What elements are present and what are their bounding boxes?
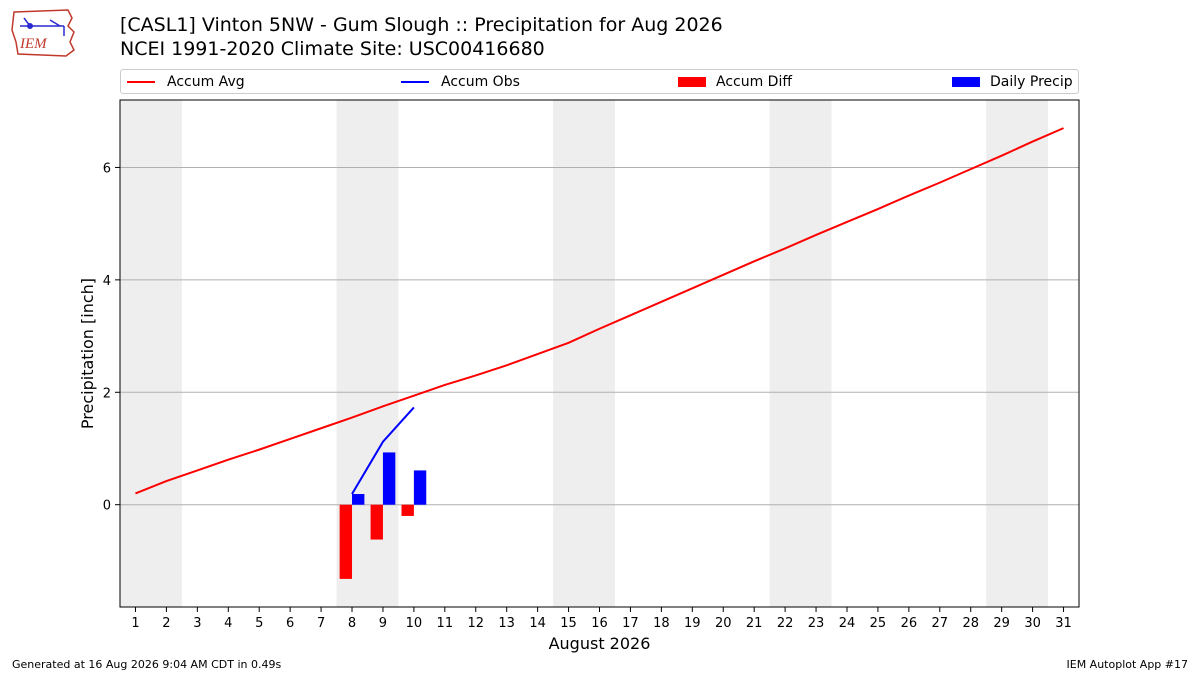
- x-tick-label-8: 8: [348, 616, 356, 631]
- x-tick-label-28: 28: [962, 616, 979, 631]
- x-tick-label-6: 6: [286, 616, 294, 631]
- legend-item-accum-diff: Accum Diff: [678, 73, 792, 91]
- x-tick-label-20: 20: [715, 616, 732, 631]
- accum-avg-line: [135, 127, 1064, 495]
- x-tick-label-9: 9: [379, 616, 387, 631]
- x-tick-label-7: 7: [317, 616, 325, 631]
- x-tick-label-2: 2: [162, 616, 170, 631]
- x-axis-label: August 2026: [549, 634, 651, 653]
- x-tick-label-4: 4: [224, 616, 232, 631]
- x-tick-label-11: 11: [437, 616, 454, 631]
- x-tick-label-5: 5: [255, 616, 263, 631]
- x-tick-label-10: 10: [406, 616, 423, 631]
- weekend-shade-0: [120, 100, 182, 607]
- logo-text: IEM: [19, 36, 48, 52]
- accum-obs-line: [351, 406, 415, 495]
- legend-label-accum-diff: Accum Diff: [716, 74, 793, 90]
- x-tick-label-15: 15: [560, 616, 577, 631]
- x-tick-label-25: 25: [870, 616, 887, 631]
- accum-diff-bar-9: [370, 504, 383, 540]
- legend-swatch-accum-avg: [127, 81, 155, 83]
- legend-label-accum-avg: Accum Avg: [167, 74, 245, 90]
- y-tick-label-6: 6: [103, 161, 111, 176]
- x-tick-label-13: 13: [498, 616, 515, 631]
- weekend-shade-3: [769, 100, 832, 607]
- chart-title-line1: [CASL1] Vinton 5NW - Gum Slough :: Preci…: [120, 14, 723, 36]
- footer-generated: Generated at 16 Aug 2026 9:04 AM CDT in …: [12, 658, 282, 671]
- x-tick-label-22: 22: [777, 616, 794, 631]
- x-tick-label-17: 17: [622, 616, 639, 631]
- footer-app: IEM Autoplot App #17: [1066, 658, 1189, 671]
- x-tick-label-19: 19: [684, 616, 701, 631]
- x-tick-label-24: 24: [839, 616, 856, 631]
- x-tick-label-30: 30: [1024, 616, 1041, 631]
- x-tick-label-23: 23: [808, 616, 825, 631]
- y-axis-label: Precipitation [inch]: [78, 278, 97, 429]
- legend-item-daily-precip: Daily Precip: [952, 73, 1073, 91]
- y-tick-label-2: 2: [103, 386, 111, 401]
- chart-title: [CASL1] Vinton 5NW - Gum Slough :: Preci…: [120, 13, 723, 61]
- x-tick-label-27: 27: [932, 616, 949, 631]
- iem-logo: IEM: [8, 6, 80, 58]
- weekend-shade-4: [986, 100, 1049, 607]
- legend-item-accum-obs: Accum Obs: [401, 73, 520, 91]
- legend: Accum Avg Accum Obs Accum Diff Daily Pre…: [120, 69, 1079, 94]
- x-tick-label-21: 21: [746, 616, 763, 631]
- y-tick-label-4: 4: [103, 274, 111, 289]
- x-tick-label-18: 18: [653, 616, 670, 631]
- daily-precip-bar-8: [352, 494, 365, 505]
- x-tick-label-16: 16: [591, 616, 608, 631]
- weekend-shade-2: [553, 100, 615, 607]
- y-tick-label-0: 0: [103, 499, 111, 514]
- x-tick-label-31: 31: [1055, 616, 1072, 631]
- accum-diff-bar-8: [339, 504, 353, 579]
- legend-label-daily-precip: Daily Precip: [990, 74, 1073, 90]
- x-tick-label-26: 26: [901, 616, 918, 631]
- accum-diff-bar-10: [401, 504, 414, 516]
- legend-label-accum-obs: Accum Obs: [441, 74, 520, 90]
- legend-item-accum-avg: Accum Avg: [127, 73, 245, 91]
- legend-swatch-accum-obs: [401, 81, 429, 83]
- legend-swatch-daily-precip: [952, 77, 980, 87]
- x-tick-label-29: 29: [993, 616, 1010, 631]
- daily-precip-bar-10: [413, 470, 427, 505]
- x-tick-label-14: 14: [529, 616, 546, 631]
- chart-title-line2: NCEI 1991-2020 Climate Site: USC00416680: [120, 38, 545, 60]
- legend-swatch-accum-diff: [678, 77, 706, 87]
- x-tick-label-1: 1: [131, 616, 139, 631]
- x-tick-label-3: 3: [193, 616, 201, 631]
- daily-precip-bar-9: [382, 452, 396, 505]
- x-tick-label-12: 12: [467, 616, 484, 631]
